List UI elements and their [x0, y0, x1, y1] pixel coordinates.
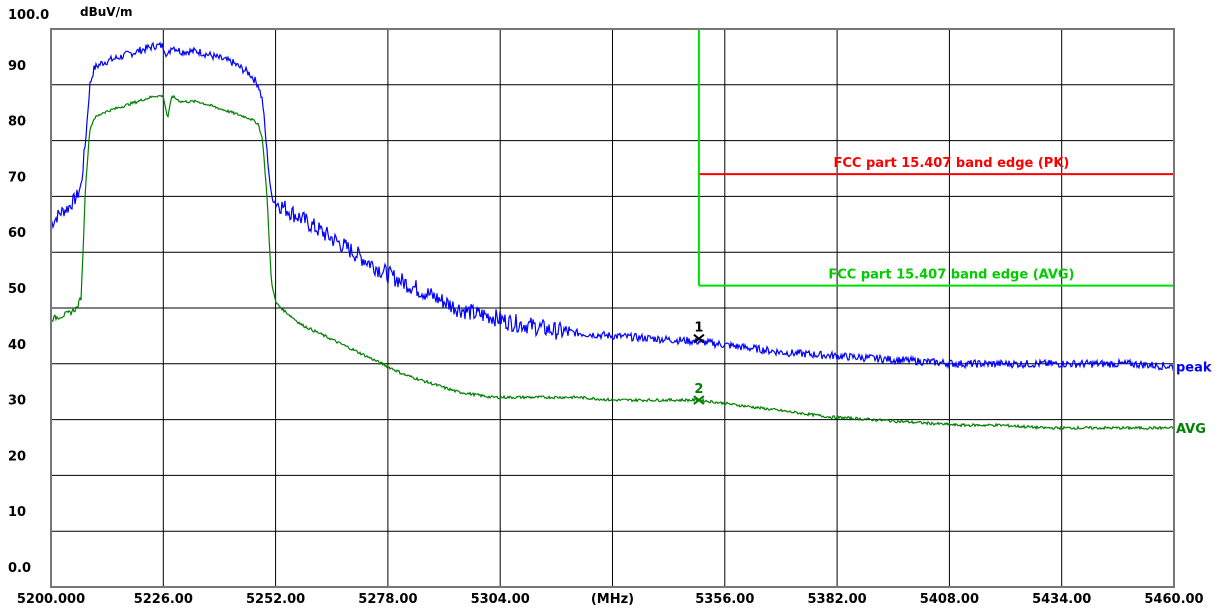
y-tick-label: 30 — [8, 394, 26, 409]
series-label-avg: AVG — [1176, 422, 1206, 437]
marker-cross — [693, 333, 705, 344]
x-tick-label: 5304.00 — [471, 592, 530, 607]
y-tick-label: 10 — [8, 505, 26, 520]
x-tick-label: 5278.00 — [358, 592, 417, 607]
limit-line-label: FCC part 15.407 band edge (AVG) — [828, 268, 1074, 283]
x-tick-label: 5408.00 — [920, 592, 979, 607]
marker-label: 2 — [694, 382, 703, 397]
x-tick-label: (MHz) — [591, 592, 634, 607]
x-tick-label: 5356.00 — [695, 592, 754, 607]
marker-cross — [693, 395, 705, 405]
y-tick-label: 60 — [8, 226, 26, 241]
limit-line-label: FCC part 15.407 band edge (PK) — [834, 156, 1070, 171]
marker-label: 1 — [694, 321, 703, 336]
y-tick-label: 80 — [8, 115, 26, 130]
y-tick-label: 0.0 — [8, 561, 31, 576]
y-axis-ticks: 0.0 10 20 30 40 50 60 70 80 90 100.0 — [8, 8, 49, 576]
series-group: peak AVG — [50, 41, 1212, 437]
markers-group: 12 — [693, 321, 705, 405]
x-tick-label: 5200.000 — [17, 592, 85, 607]
y-tick-label: 20 — [8, 449, 26, 464]
series-label-peak: peak — [1176, 361, 1212, 376]
x-tick-label: 5460.00 — [1144, 592, 1203, 607]
x-tick-label: 5434.00 — [1032, 592, 1091, 607]
grid — [51, 29, 1174, 587]
y-axis-unit-label: dBuV/m — [80, 5, 132, 19]
y-tick-label: 50 — [8, 282, 26, 297]
y-tick-label: 90 — [8, 59, 26, 74]
x-axis-ticks: 5200.000 5226.00 5252.00 5278.00 5304.00 (MHz… — [17, 592, 1204, 607]
series-line-avg — [50, 93, 1175, 431]
y-tick-label: 40 — [8, 338, 26, 353]
x-tick-label: 5252.00 — [246, 592, 305, 607]
series-line-peak — [50, 41, 1175, 372]
x-tick-label: 5382.00 — [807, 592, 866, 607]
x-tick-label: 5226.00 — [134, 592, 193, 607]
y-tick-label: 100.0 — [8, 8, 49, 23]
plot-frame — [50, 28, 1175, 588]
y-tick-label: 70 — [8, 170, 26, 185]
